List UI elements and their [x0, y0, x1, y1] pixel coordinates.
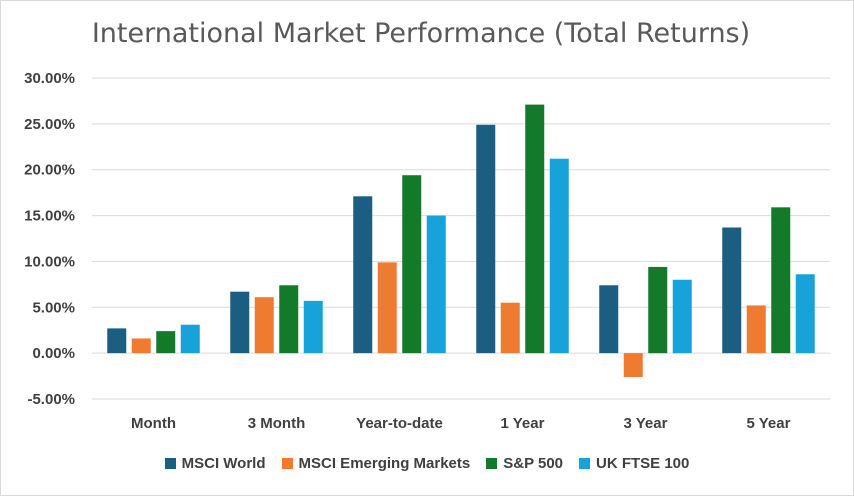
y-tick-label: 0.00% — [32, 345, 75, 362]
bar — [402, 175, 422, 354]
legend-item: S&P 500 — [486, 455, 563, 472]
bar — [230, 291, 250, 354]
x-category-label: 5 Year — [747, 415, 791, 432]
bar — [107, 328, 127, 354]
bar — [131, 338, 151, 354]
legend-swatch — [579, 458, 590, 469]
bar — [254, 297, 274, 354]
legend-swatch — [164, 458, 176, 469]
legend-item: MSCI Emerging Markets — [281, 455, 471, 472]
bar — [722, 227, 742, 354]
bar — [623, 353, 643, 377]
y-tick-label: 15.00% — [24, 208, 75, 225]
x-category-label: Month — [131, 415, 176, 432]
bar — [771, 207, 791, 354]
bar — [746, 305, 766, 354]
bar — [476, 124, 496, 354]
y-tick-label: 5.00% — [32, 299, 75, 316]
bar — [525, 104, 545, 354]
legend-label: MSCI Emerging Markets — [298, 455, 471, 472]
x-category-label: Year-to-date — [356, 415, 443, 432]
y-tick-label: 10.00% — [24, 253, 75, 270]
legend-swatch — [486, 458, 498, 469]
y-tick-label: -5.00% — [27, 391, 75, 408]
legend-label: MSCI World — [181, 455, 266, 472]
bar — [377, 262, 397, 354]
x-category-label: 1 Year — [501, 415, 545, 432]
bar — [795, 274, 815, 354]
y-tick-label: 25.00% — [24, 116, 75, 133]
y-tick-label: 20.00% — [24, 162, 75, 179]
bar — [549, 158, 569, 354]
bar — [500, 302, 520, 354]
bar — [672, 279, 692, 354]
bar — [180, 324, 200, 354]
legend-swatch — [281, 458, 293, 469]
y-tick-label: 30.00% — [24, 70, 75, 87]
x-category-label: 3 Month — [248, 415, 306, 432]
legend-item: MSCI World — [164, 455, 266, 472]
legend-label: UK FTSE 100 — [596, 455, 690, 472]
legend-item: UK FTSE 100 — [579, 455, 689, 472]
bar — [426, 215, 446, 354]
bar — [648, 266, 668, 354]
bar — [353, 196, 373, 354]
x-category-label: 3 Year — [624, 415, 668, 432]
legend-label: S&P 500 — [503, 455, 563, 472]
bar — [156, 331, 176, 354]
chart-title: International Market Performance (Total … — [91, 18, 751, 49]
bar — [279, 285, 299, 354]
bar — [303, 300, 323, 354]
bar — [599, 285, 619, 354]
legend: MSCI World MSCI Emerging Markets S&P 500 UK… — [0, 455, 854, 472]
